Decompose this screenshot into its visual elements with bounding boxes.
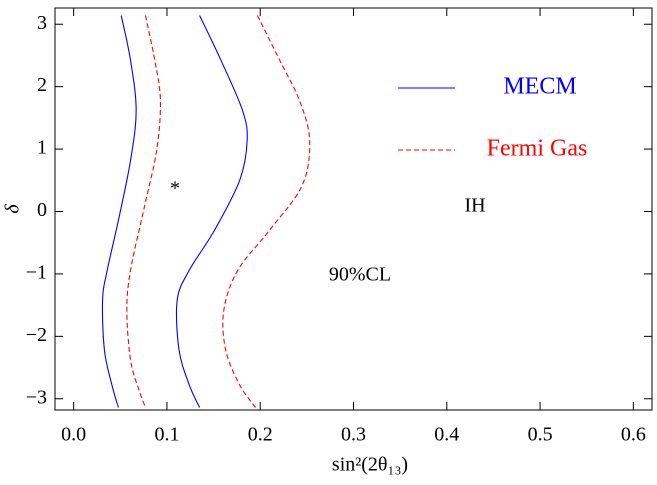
x-tick-label: 0.1 [154, 424, 179, 446]
y-axis-label: δ [2, 204, 24, 214]
annotation: 90%CL [329, 264, 391, 286]
y-tick-label: −1 [26, 262, 47, 284]
x-tick-label: 0.5 [528, 424, 553, 446]
plot-frame [54, 7, 653, 411]
contour-line [101, 15, 248, 408]
annotation: * [170, 178, 180, 200]
x-tick-label: 0.0 [61, 424, 86, 446]
legend-label: MECM [503, 74, 576, 100]
legend-label: Fermi Gas [487, 136, 588, 162]
x-tick-label: 0.2 [248, 424, 273, 446]
x-tick-label: 0.3 [341, 424, 366, 446]
y-tick-label: −3 [26, 386, 47, 408]
x-axis-label: sin²(2θ₁₃) [332, 454, 408, 476]
x-tick-label: 0.6 [621, 424, 646, 446]
y-tick-label: 1 [37, 137, 47, 159]
y-tick-label: 2 [37, 74, 47, 96]
annotation: IH [464, 195, 485, 217]
x-tick-label: 0.4 [434, 424, 459, 446]
contour-line [126, 15, 311, 408]
y-tick-label: 0 [37, 199, 47, 221]
y-tick-label: −2 [26, 324, 47, 346]
y-tick-label: 3 [37, 12, 47, 34]
